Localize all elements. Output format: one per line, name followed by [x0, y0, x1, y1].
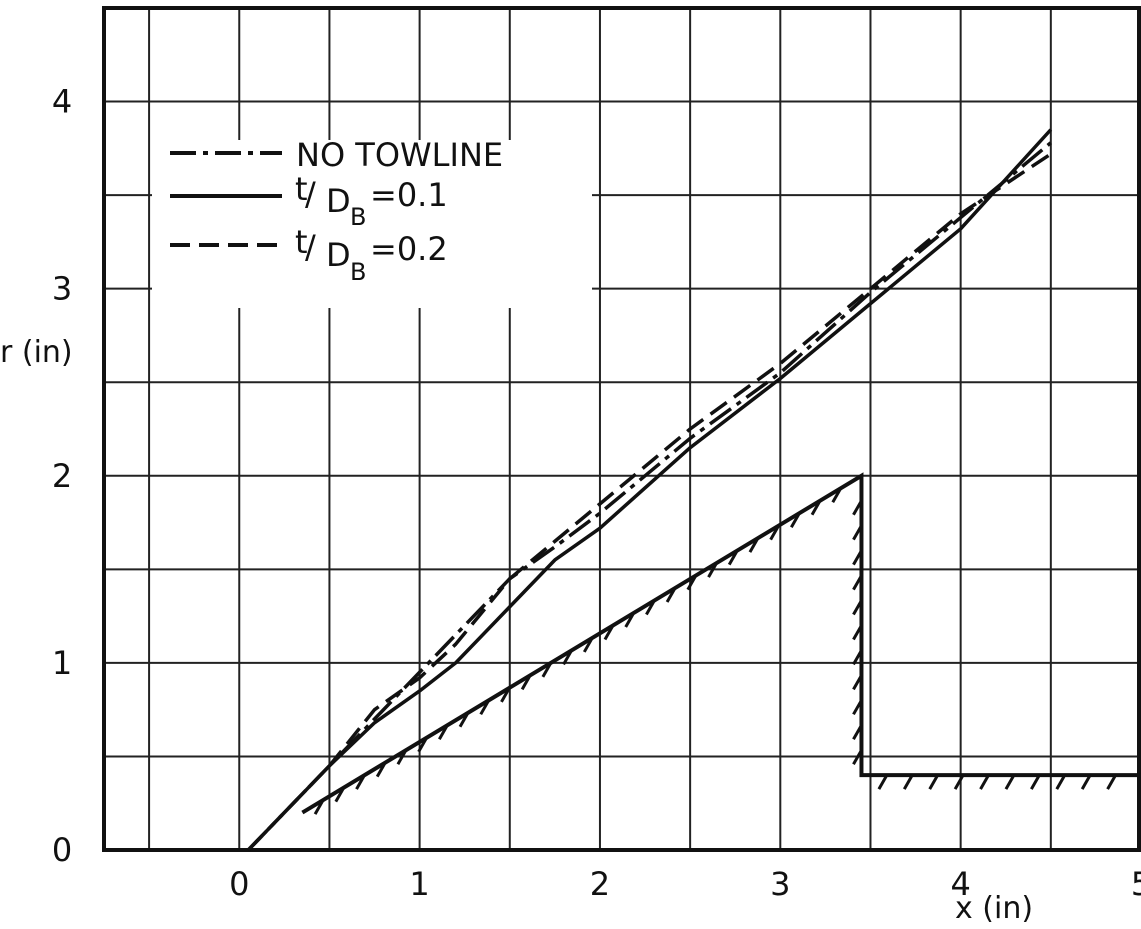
body-hatch-mark	[852, 624, 863, 641]
body-hatch-mark	[852, 549, 863, 566]
x-tick-labels: 0 1 2 3 4 5	[229, 865, 1141, 903]
body-hatch-mark	[852, 724, 863, 741]
y-tick-label: 3	[52, 270, 72, 308]
body-hatch-mark	[707, 562, 718, 578]
legend-t-letter: t	[295, 170, 308, 208]
body-hatch-mark	[852, 499, 863, 516]
body-hatch-mark	[769, 524, 780, 541]
body-hatch-mark	[1106, 774, 1117, 790]
legend-background	[152, 140, 592, 308]
body-hatch-mark	[790, 512, 801, 528]
body-hatch-mark	[953, 774, 965, 790]
body-hatch-mark	[979, 774, 990, 790]
body-hatch-mark	[355, 774, 366, 790]
x-tick-label: 0	[229, 865, 249, 903]
body-hatch-mark	[1004, 774, 1016, 790]
body-hatch-mark	[645, 599, 656, 616]
body-hatch-mark	[852, 599, 863, 616]
legend-b-subscript: B	[350, 258, 366, 286]
x-tick-label: 1	[409, 865, 429, 903]
legend-b-subscript: B	[350, 203, 366, 231]
y-axis-label: r (in)	[0, 335, 73, 370]
body-hatch-mark	[852, 749, 863, 765]
series-group	[247, 128, 1053, 852]
body-hatch-mark	[686, 574, 698, 591]
body-hatch-mark	[582, 637, 594, 653]
body-hatch-mark	[928, 774, 940, 790]
series-line-2	[247, 152, 1052, 852]
y-tick-label: 0	[52, 831, 72, 869]
body-hatch-mark	[313, 799, 325, 815]
body-hatch-mark	[727, 549, 739, 566]
body-hatch-mark	[831, 487, 843, 503]
cone-body-contour	[301, 472, 1141, 815]
body-hatch-mark	[1055, 774, 1067, 790]
body-hatch-mark	[334, 786, 346, 803]
plot-frame	[102, 6, 1141, 852]
body-hatch-mark	[479, 699, 491, 716]
body-hatch-mark	[562, 649, 573, 666]
legend-value-0-1: =0.1	[370, 176, 448, 214]
body-hatch-mark	[877, 774, 889, 790]
body-hatch-mark	[396, 749, 408, 765]
x-tick-label: 2	[590, 865, 610, 903]
body-hatch-mark	[852, 674, 863, 691]
legend-value-0-2: =0.2	[370, 230, 448, 268]
body-hatch-mark	[375, 761, 387, 778]
body-hatch-mark	[852, 574, 863, 591]
legend-label-t-db-0-2: t / D B =0.2	[295, 223, 448, 286]
legend-slash: /	[305, 175, 316, 213]
body-hatch-mark	[417, 736, 428, 753]
body-hatch-mark	[810, 499, 822, 516]
legend-slash: /	[305, 228, 316, 266]
body-hatch-mark	[603, 624, 615, 641]
legend-d-letter: D	[326, 182, 351, 220]
body-hatch-mark	[1030, 774, 1041, 790]
legend-label-no-towline: NO TOWLINE	[296, 136, 503, 174]
body-hatch-mark	[541, 662, 553, 678]
legend-label-t-db-0-1: t / D B =0.1	[295, 170, 448, 231]
x-tick-label: 4	[950, 865, 970, 903]
body-hatch-mark	[520, 674, 532, 691]
y-tick-label: 4	[52, 83, 72, 121]
body-hatch-mark	[500, 687, 511, 703]
legend-d-letter: D	[326, 236, 351, 274]
y-tick-label: 1	[52, 644, 72, 682]
legend: NO TOWLINE t / D B =0.1 t / D B =0.2	[152, 136, 592, 308]
body-hatch-mark	[902, 774, 914, 790]
x-axis-label: x (in)	[955, 891, 1033, 926]
legend-t-letter: t	[295, 223, 308, 261]
body-hatch-mark	[1080, 774, 1092, 790]
x-tick-label: 3	[770, 865, 790, 903]
body-hatch-mark	[438, 724, 449, 741]
y-tick-labels: 0 1 2 3 4	[52, 83, 72, 869]
body-hatch-mark	[852, 524, 863, 541]
body-hatch-mark	[665, 587, 677, 603]
body-hatch-mark	[852, 699, 863, 716]
y-tick-label: 2	[52, 457, 72, 495]
x-tick-label: 5	[1131, 865, 1141, 903]
body-hatch-mark	[458, 712, 470, 728]
body-hatch-mark	[624, 612, 635, 628]
body-hatch-mark	[852, 649, 863, 666]
body-hatch-mark	[748, 537, 760, 553]
